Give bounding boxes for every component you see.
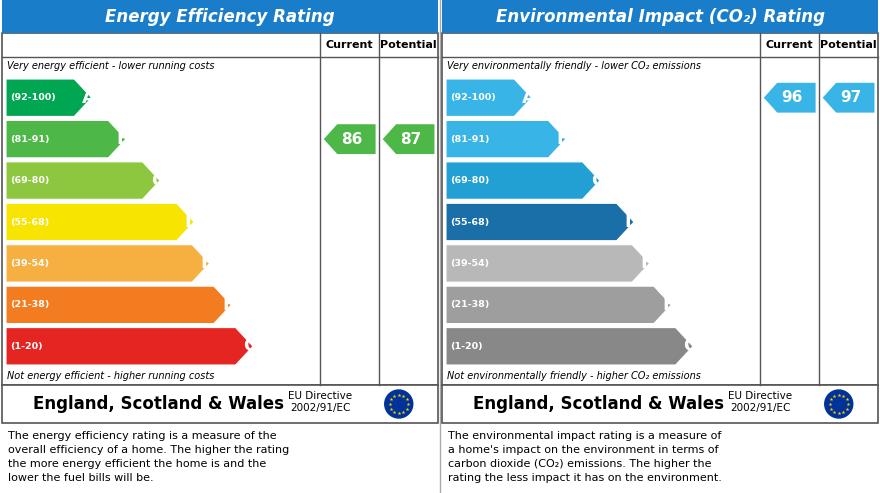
Bar	[2, 0, 438, 33]
Polygon shape	[823, 83, 875, 112]
Text: D: D	[184, 213, 199, 231]
Text: 86: 86	[341, 132, 363, 146]
Text: (39-54): (39-54)	[10, 259, 49, 268]
Text: C: C	[150, 172, 164, 190]
Polygon shape	[6, 79, 92, 116]
Text: Energy Efficiency Rating: Energy Efficiency Rating	[106, 7, 334, 26]
Text: EU Directive
2002/91/EC: EU Directive 2002/91/EC	[729, 391, 792, 413]
Text: B: B	[556, 130, 570, 148]
Text: F: F	[663, 296, 675, 314]
Polygon shape	[6, 327, 253, 365]
Bar	[442, 0, 878, 33]
Polygon shape	[446, 327, 693, 365]
Text: The energy efficiency rating is a measure of the
overall efficiency of a home. T: The energy efficiency rating is a measur…	[8, 431, 290, 483]
Text: E: E	[201, 254, 213, 273]
Text: (55-68): (55-68)	[450, 217, 489, 226]
Text: (92-100): (92-100)	[450, 93, 495, 102]
Text: 97: 97	[840, 90, 862, 105]
Text: (81-91): (81-91)	[450, 135, 489, 143]
Polygon shape	[383, 124, 435, 154]
Bar	[2, 385, 438, 423]
Text: Not energy efficient - higher running costs: Not energy efficient - higher running co…	[7, 371, 215, 381]
Text: England, Scotland & Wales: England, Scotland & Wales	[473, 395, 724, 413]
Text: (21-38): (21-38)	[10, 300, 49, 309]
Polygon shape	[446, 245, 649, 282]
Circle shape	[825, 390, 853, 418]
Polygon shape	[446, 120, 566, 158]
Text: C: C	[590, 172, 604, 190]
Text: A: A	[522, 89, 536, 106]
Bar	[2, 33, 438, 385]
Polygon shape	[446, 203, 634, 241]
Text: F: F	[223, 296, 235, 314]
Text: Environmental Impact (CO₂) Rating: Environmental Impact (CO₂) Rating	[495, 7, 825, 26]
Polygon shape	[446, 79, 532, 116]
Polygon shape	[324, 124, 376, 154]
Polygon shape	[6, 245, 209, 282]
Text: Potential: Potential	[820, 40, 876, 50]
Polygon shape	[6, 203, 194, 241]
Text: 96: 96	[781, 90, 803, 105]
Text: (81-91): (81-91)	[10, 135, 49, 143]
Text: (1-20): (1-20)	[450, 342, 482, 351]
Text: Very energy efficient - lower running costs: Very energy efficient - lower running co…	[7, 61, 215, 71]
Polygon shape	[764, 83, 816, 112]
Text: (39-54): (39-54)	[450, 259, 489, 268]
Text: (69-80): (69-80)	[10, 176, 49, 185]
Text: (92-100): (92-100)	[10, 93, 55, 102]
Text: EU Directive
2002/91/EC: EU Directive 2002/91/EC	[289, 391, 352, 413]
Text: Current: Current	[766, 40, 813, 50]
Text: (55-68): (55-68)	[10, 217, 49, 226]
Text: A: A	[82, 89, 96, 106]
Text: England, Scotland & Wales: England, Scotland & Wales	[33, 395, 284, 413]
Text: (1-20): (1-20)	[10, 342, 42, 351]
Text: (69-80): (69-80)	[450, 176, 489, 185]
Text: E: E	[641, 254, 653, 273]
Text: G: G	[243, 337, 258, 355]
Text: Current: Current	[326, 40, 373, 50]
Text: Not environmentally friendly - higher CO₂ emissions: Not environmentally friendly - higher CO…	[447, 371, 700, 381]
Polygon shape	[446, 162, 600, 199]
Text: D: D	[624, 213, 639, 231]
Text: 87: 87	[400, 132, 422, 146]
Circle shape	[385, 390, 413, 418]
Text: Very environmentally friendly - lower CO₂ emissions: Very environmentally friendly - lower CO…	[447, 61, 701, 71]
Bar	[442, 33, 878, 385]
Polygon shape	[6, 286, 231, 323]
Polygon shape	[6, 120, 126, 158]
Text: G: G	[683, 337, 698, 355]
Text: (21-38): (21-38)	[450, 300, 489, 309]
Polygon shape	[6, 162, 160, 199]
Text: The environmental impact rating is a measure of
a home's impact on the environme: The environmental impact rating is a mea…	[448, 431, 722, 483]
Text: Potential: Potential	[380, 40, 436, 50]
Bar	[442, 385, 878, 423]
Polygon shape	[446, 286, 671, 323]
Text: B: B	[116, 130, 130, 148]
